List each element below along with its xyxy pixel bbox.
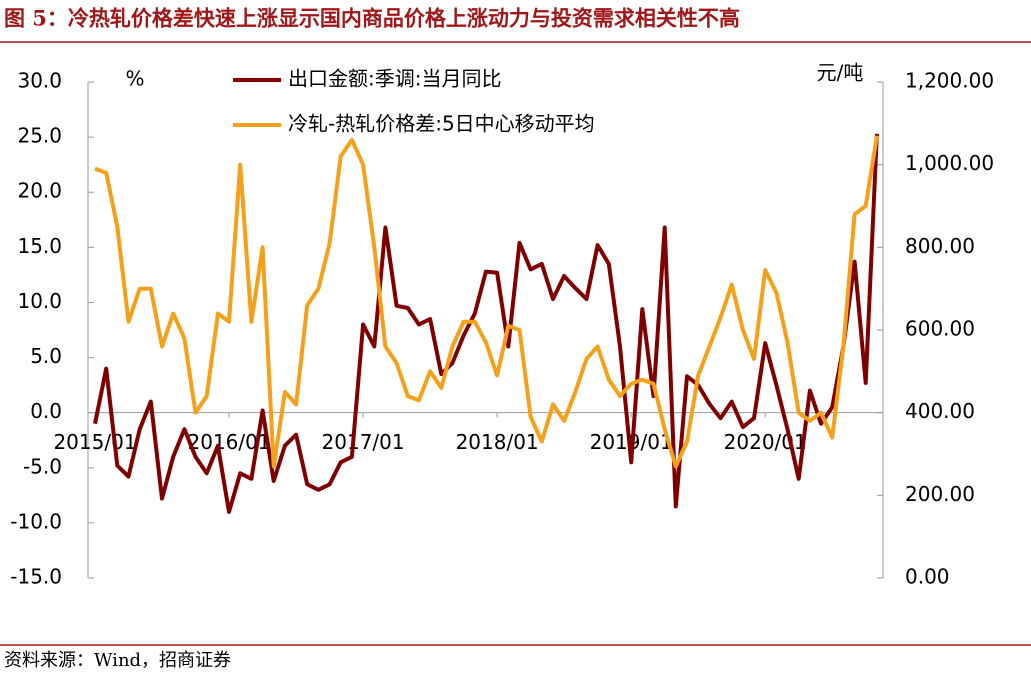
y-tick-label: -15.0 [10, 565, 62, 589]
y2-axis-unit: 元/吨 [817, 61, 864, 85]
y-tick-label: 30.0 [17, 69, 62, 93]
chart-title: 图 5：冷热轧价格差快速上涨显示国内商品价格上涨动力与投资需求相关性不高 [4, 6, 740, 31]
y-tick-label: -10.0 [10, 509, 62, 533]
y2-tick-label: 1,200.00 [905, 69, 994, 93]
y-axis-unit: % [125, 67, 144, 91]
x-tick-label: 2015/01 [53, 430, 136, 454]
y-tick-label: 10.0 [17, 289, 62, 313]
series-line [93, 133, 879, 514]
y2-tick-label: 400.00 [905, 399, 975, 423]
y-tick-label: 20.0 [17, 179, 62, 203]
legend-label: 冷轧-热轧价格差:5日中心移动平均 [288, 112, 595, 136]
y2-tick-label: 1,000.00 [905, 151, 994, 175]
x-tick-label: 2018/01 [456, 430, 539, 454]
series-line [94, 135, 879, 469]
y2-tick-label: 200.00 [905, 482, 975, 506]
y2-tick-label: 800.00 [905, 234, 975, 258]
y-tick-label: -5.0 [23, 454, 62, 478]
y2-tick-label: 600.00 [905, 317, 975, 341]
y-tick-label: 5.0 [30, 344, 62, 368]
x-tick-label: 2017/01 [322, 430, 405, 454]
y-tick-label: 15.0 [17, 234, 62, 258]
y-tick-label: 25.0 [17, 124, 62, 148]
y2-tick-label: 0.00 [905, 565, 950, 589]
legend-label: 出口金额:季调:当月同比 [288, 67, 501, 91]
y-tick-label: 0.0 [30, 399, 62, 423]
source: 资料来源：Wind，招商证券 [4, 650, 231, 671]
